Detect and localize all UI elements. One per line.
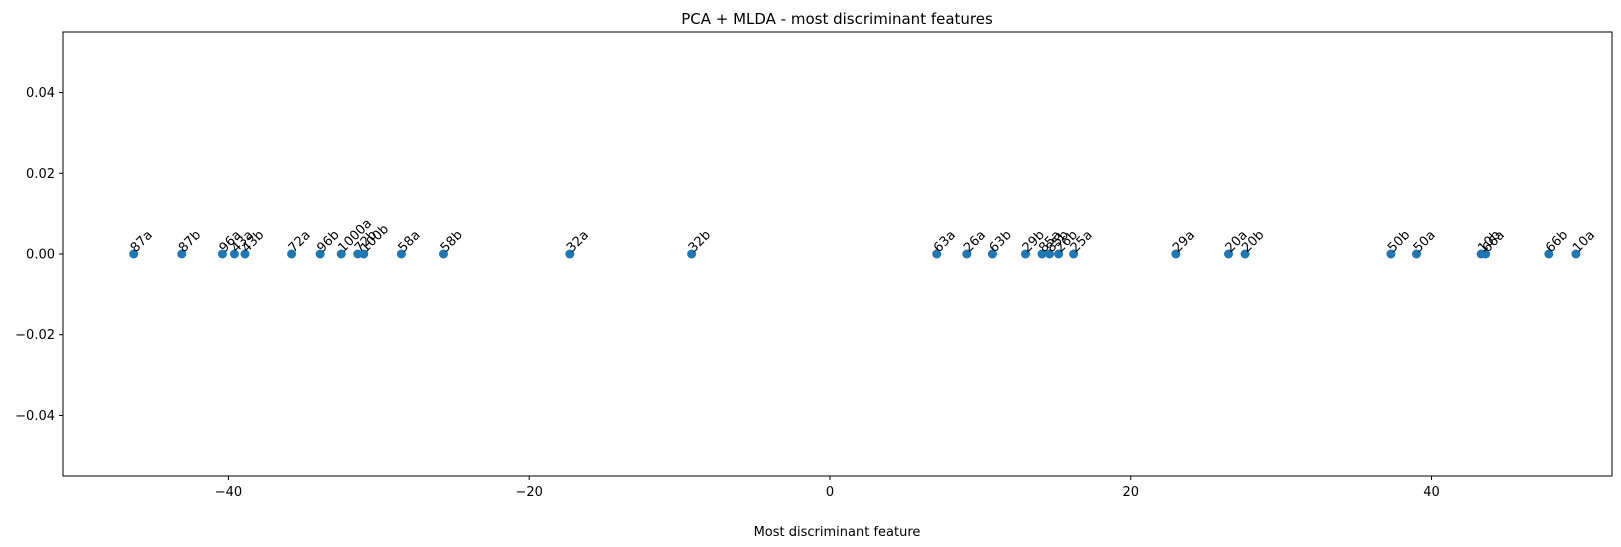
data-point-50a	[1411, 249, 1421, 259]
y-tick-label: 0.02	[26, 167, 55, 182]
y-tick-label: −0.02	[15, 328, 55, 343]
x-tick-label: 40	[1423, 485, 1440, 500]
data-point-29a	[1171, 249, 1181, 259]
data-point-100b	[359, 249, 369, 259]
data-point-85a	[1037, 249, 1047, 259]
data-point-26b	[1054, 249, 1064, 259]
data-point-66b	[1544, 249, 1554, 259]
x-axis-label: Most discriminant feature	[754, 525, 921, 540]
y-tick-label: 0.04	[26, 86, 55, 101]
data-point-58b	[438, 249, 448, 259]
x-tick-label: 0	[826, 485, 834, 500]
data-point-63b	[987, 249, 997, 259]
data-points	[129, 249, 1581, 259]
plot-area: −40 −20 0 20 40 0.04 0.02 0.00 −0.02 −0.04	[15, 31, 1613, 500]
data-point-25a	[1069, 249, 1079, 259]
data-point-43b	[240, 249, 250, 259]
data-point-66a	[1481, 249, 1491, 259]
data-point-20b	[1240, 249, 1250, 259]
data-point-72a	[287, 249, 297, 259]
y-tick-label: −0.04	[15, 409, 55, 424]
chart-title: PCA + MLDA - most discriminant features	[681, 10, 993, 28]
y-tick-label: 0.00	[26, 248, 55, 263]
data-point-29b	[1020, 249, 1030, 259]
data-point-87b	[177, 249, 187, 259]
data-point-58a	[396, 249, 406, 259]
data-point-96b	[315, 249, 325, 259]
data-point-20a	[1224, 249, 1234, 259]
x-tick-label: −20	[515, 485, 542, 500]
data-point-50b	[1386, 249, 1396, 259]
data-point-85b	[1045, 249, 1055, 259]
data-point-10a	[1571, 249, 1581, 259]
data-point-32a	[565, 249, 575, 259]
data-point-43a	[229, 249, 239, 259]
data-point-87a	[129, 249, 139, 259]
x-tick-label: −40	[215, 485, 242, 500]
x-tick-label: 20	[1122, 485, 1139, 500]
data-point-96a	[217, 249, 227, 259]
data-point-1000a	[336, 249, 346, 259]
data-point-32b	[687, 249, 697, 259]
data-point-63a	[932, 249, 942, 259]
data-point-26a	[962, 249, 972, 259]
